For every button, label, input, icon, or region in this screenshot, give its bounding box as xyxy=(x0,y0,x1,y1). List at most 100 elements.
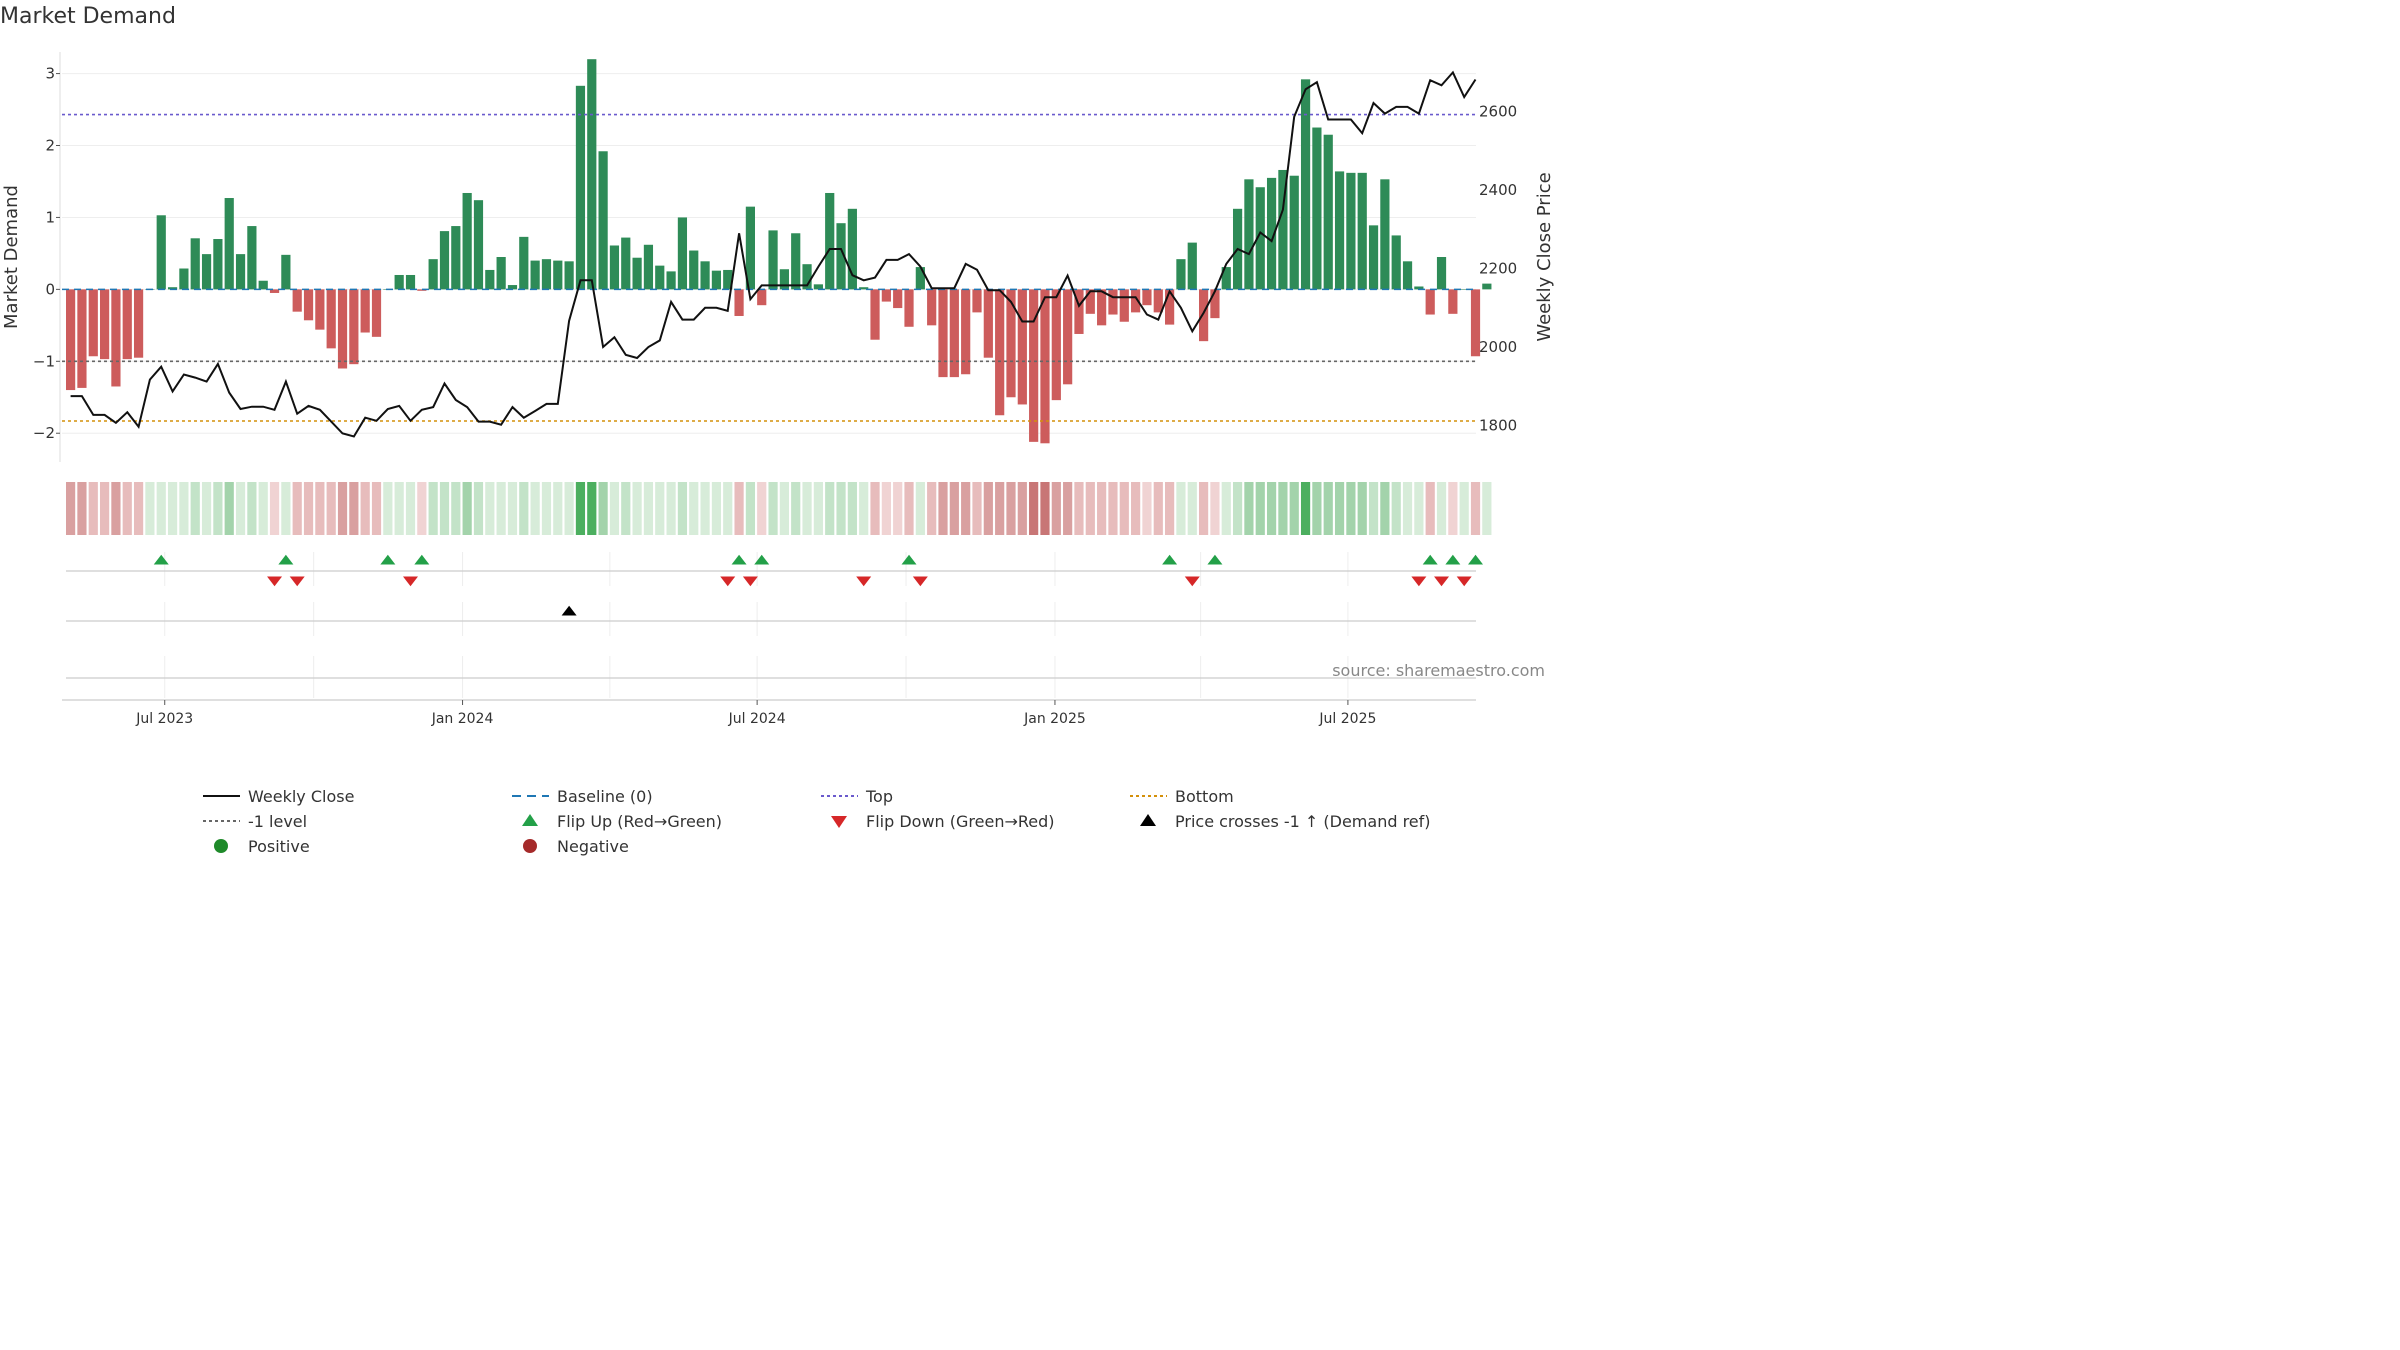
heat-cell xyxy=(1119,482,1129,535)
demand-bar xyxy=(587,59,597,290)
demand-bar xyxy=(1357,172,1367,290)
heat-cell xyxy=(1391,482,1401,535)
demand-bar xyxy=(462,192,472,290)
demand-bar xyxy=(77,289,87,388)
demand-bar xyxy=(893,289,903,309)
heat-cell xyxy=(473,482,484,535)
heat-cell xyxy=(1221,482,1231,535)
demand-bar xyxy=(564,261,574,290)
legend-label: Flip Up (Red→Green) xyxy=(557,812,722,831)
y2-tick-label: 1800 xyxy=(1479,417,1517,435)
demand-bar xyxy=(451,226,461,290)
flip-down-marker xyxy=(403,576,418,587)
heat-cell xyxy=(258,482,268,535)
demand-bar xyxy=(1425,289,1435,315)
heat-cell xyxy=(349,482,359,535)
demand-bar xyxy=(677,217,688,290)
heat-cell xyxy=(122,482,132,535)
y-tick-label: 2 xyxy=(45,137,55,155)
heat-cell xyxy=(1346,482,1356,535)
heat-cell xyxy=(904,482,914,535)
demand-bar xyxy=(813,284,823,290)
legend-label: Top xyxy=(865,787,893,806)
heat-cell xyxy=(1142,482,1152,535)
demand-bar xyxy=(439,231,450,290)
heat-cell xyxy=(1470,482,1481,535)
y2-tick-label: 2600 xyxy=(1479,103,1517,121)
legend-label: Price crosses -1 ↑ (Demand ref) xyxy=(1175,812,1431,831)
demand-bar xyxy=(1017,289,1027,405)
demand-bar xyxy=(111,289,121,387)
demand-bar xyxy=(315,289,325,330)
demand-bar xyxy=(269,289,280,293)
x-tick-label: Jul 2025 xyxy=(1318,711,1376,727)
demand-bar xyxy=(700,261,710,290)
flip-down-marker xyxy=(912,576,928,587)
legend-swatch xyxy=(831,816,847,828)
demand-bar xyxy=(530,260,540,290)
flip-up-marker xyxy=(754,554,770,565)
demand-bar xyxy=(190,238,200,290)
heat-cell xyxy=(133,482,144,535)
flip-down-marker xyxy=(1184,576,1200,587)
legend-item: Positive xyxy=(214,837,310,856)
demand-bar xyxy=(292,289,302,312)
heat-cell xyxy=(485,482,495,535)
heat-cell xyxy=(190,482,200,535)
heat-cell xyxy=(428,482,438,535)
heat-cell xyxy=(451,482,461,535)
legend-swatch xyxy=(1140,814,1156,826)
heat-cell xyxy=(1402,482,1413,535)
demand-bar xyxy=(507,285,518,290)
heat-cell xyxy=(768,482,778,535)
heat-cell xyxy=(847,482,857,535)
heat-cell xyxy=(145,482,155,535)
chart-title: Market Demand xyxy=(0,4,176,29)
demand-bar xyxy=(1131,289,1141,313)
heat-cell xyxy=(666,482,676,535)
demand-bar xyxy=(779,269,789,290)
y-tick-label: 3 xyxy=(45,65,55,83)
heat-cell xyxy=(1153,482,1163,535)
demand-bar xyxy=(632,257,642,290)
heat-cell xyxy=(1368,482,1379,535)
heat-cell xyxy=(1289,482,1299,535)
heat-cell xyxy=(564,482,574,535)
legend-label: Weekly Close xyxy=(248,787,354,806)
heat-cell xyxy=(791,482,801,535)
heat-cell xyxy=(757,482,767,535)
heat-cell xyxy=(587,482,597,535)
demand-bar xyxy=(961,289,971,375)
demand-bar xyxy=(1244,179,1254,290)
heat-cell xyxy=(983,482,993,535)
heat-cell xyxy=(66,482,76,535)
legend-item: Price crosses -1 ↑ (Demand ref) xyxy=(1140,812,1431,831)
demand-bar xyxy=(1165,289,1175,325)
heat-cell xyxy=(167,482,178,535)
heat-cell xyxy=(405,482,416,535)
demand-bar xyxy=(802,264,812,290)
heat-cell xyxy=(1199,482,1209,535)
heat-cell xyxy=(972,482,982,535)
demand-bar xyxy=(1323,134,1333,290)
heat-cell xyxy=(893,482,903,535)
demand-bar xyxy=(904,289,914,327)
demand-bar xyxy=(303,289,314,321)
demand-bar xyxy=(1312,127,1322,290)
heat-cell xyxy=(1380,482,1390,535)
legend-label: Negative xyxy=(557,837,629,856)
heat-cell xyxy=(383,482,393,535)
demand-bar xyxy=(133,289,144,358)
demand-bar xyxy=(1142,289,1152,306)
demand-bar xyxy=(179,268,189,290)
heat-cell xyxy=(802,482,812,535)
heat-cell xyxy=(1300,482,1311,535)
heat-cell xyxy=(360,482,370,535)
legend-item: Flip Up (Red→Green) xyxy=(522,812,722,831)
flip-down-marker xyxy=(1434,576,1450,587)
demand-bar xyxy=(1414,286,1424,290)
flip-down-marker xyxy=(1456,576,1472,587)
demand-bar xyxy=(1470,289,1481,357)
demand-bar xyxy=(496,257,506,290)
heat-cell xyxy=(417,482,427,535)
